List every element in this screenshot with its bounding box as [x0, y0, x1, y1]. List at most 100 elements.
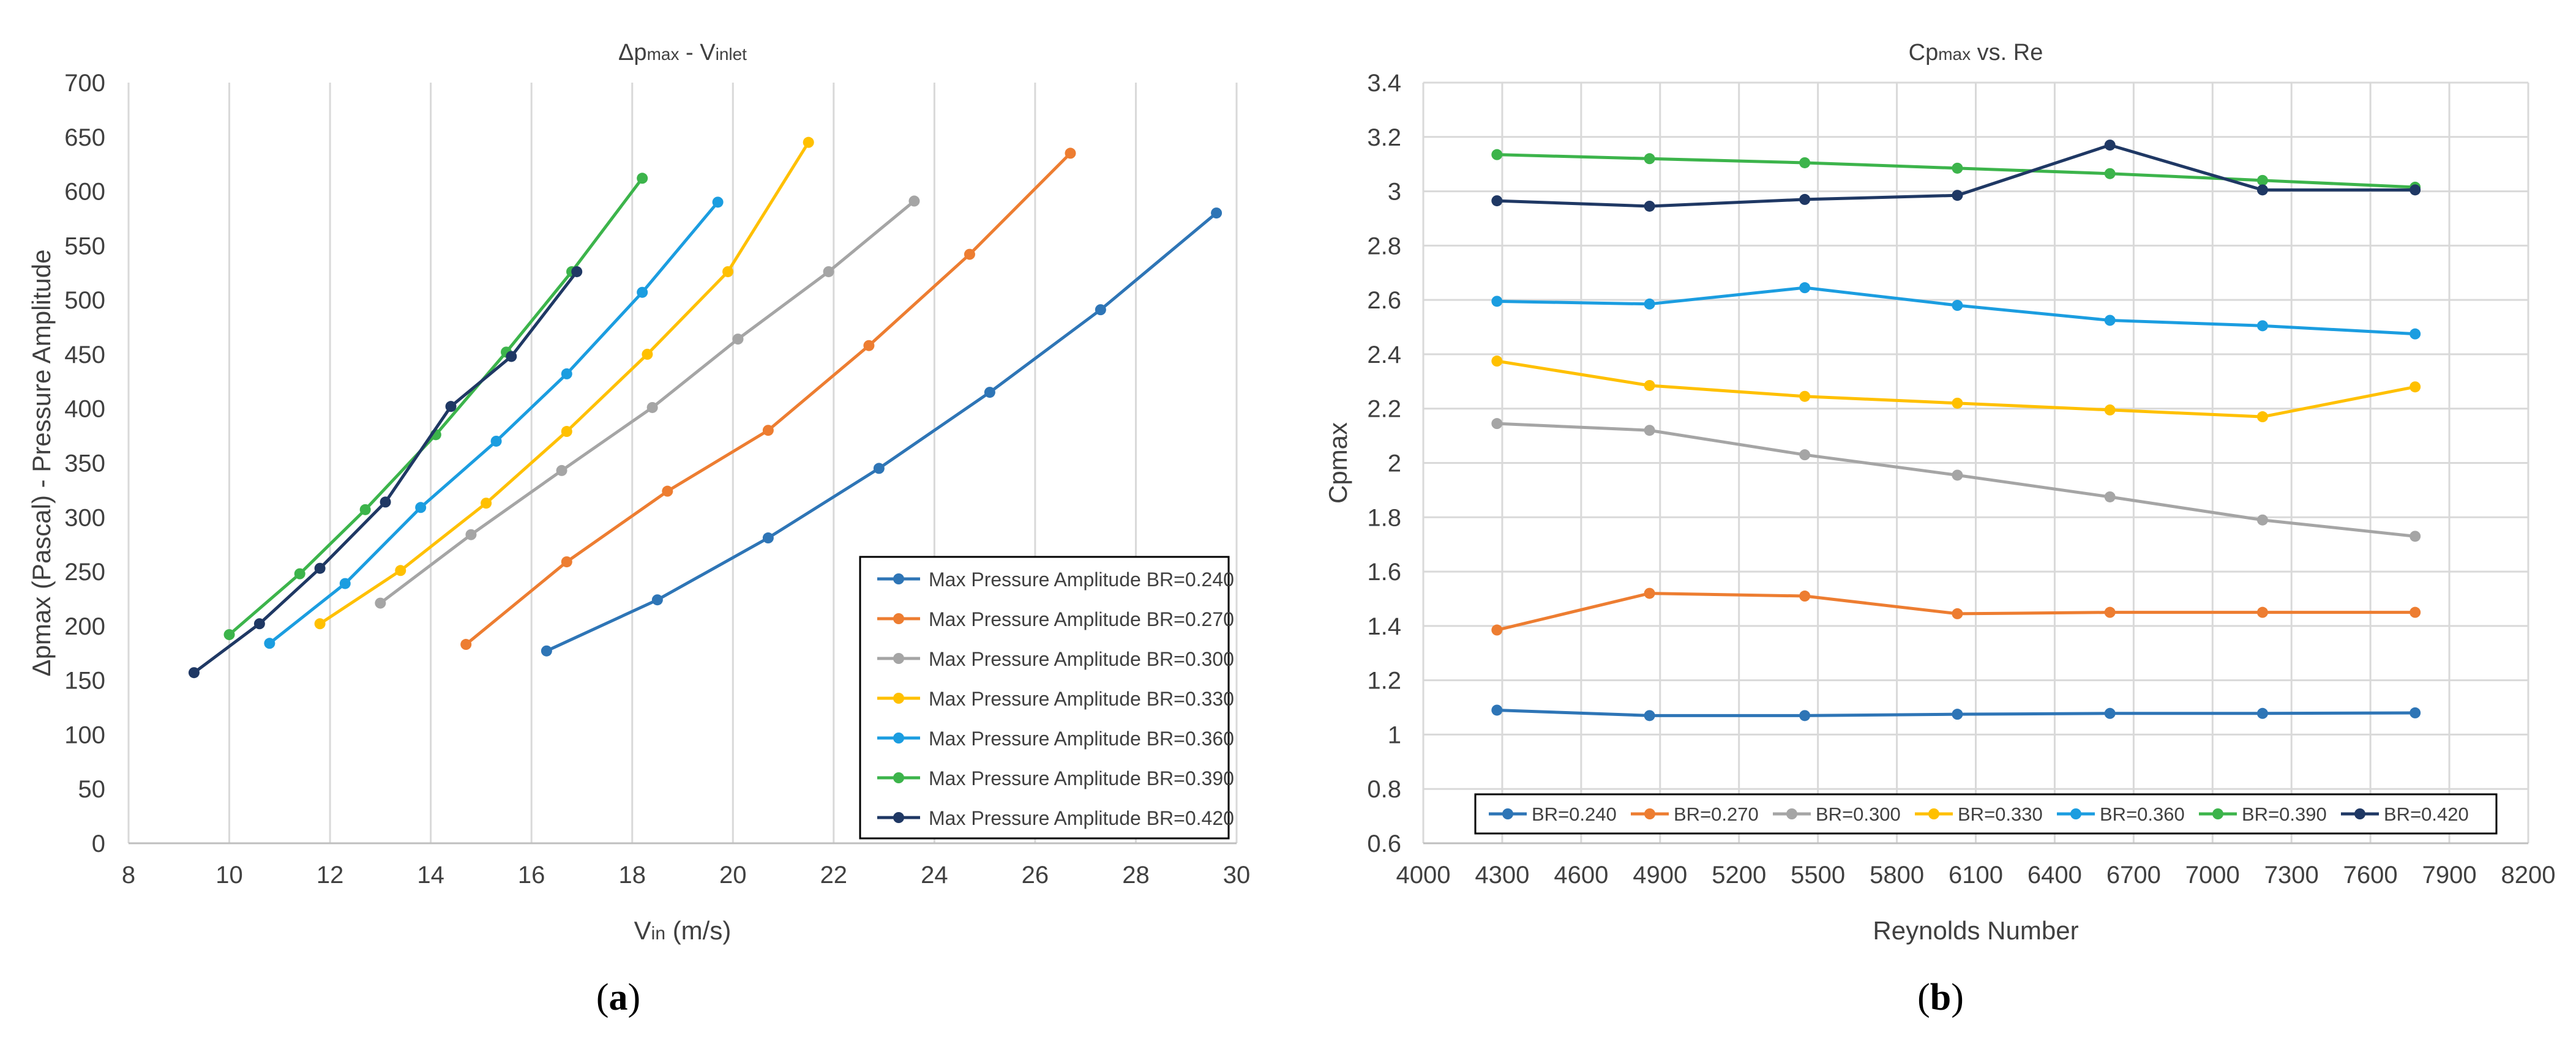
x-tick-label: 8 [122, 862, 135, 889]
x-tick-label: 8200 [2501, 862, 2556, 889]
series-line [1497, 286, 2416, 336]
x-tick-label: 4900 [1633, 862, 1687, 889]
y-axis-label: Cpmax [1324, 422, 1352, 504]
x-tick-label: 16 [518, 862, 545, 889]
data-point [1799, 591, 1811, 602]
y-tick-label: 550 [64, 233, 105, 259]
data-point [1952, 469, 1963, 481]
data-point [253, 618, 265, 630]
data-point [1491, 704, 1503, 716]
data-point [445, 401, 457, 412]
data-point [375, 597, 386, 609]
data-point [637, 286, 648, 298]
chart-title-main: Cp [1909, 40, 1939, 65]
chart-title-sub: inlet [716, 45, 747, 64]
data-point [2256, 411, 2268, 423]
y-tick-label: 1.6 [1367, 559, 1401, 586]
x-tick-label: 7900 [2422, 862, 2477, 889]
legend-marker [1928, 808, 1939, 819]
data-point [415, 502, 427, 513]
y-tick-label: 700 [64, 70, 105, 97]
data-point [964, 248, 975, 260]
legend-label: Max Pressure Amplitude BR=0.420 [929, 807, 1234, 829]
y-tick-label: 0 [92, 830, 105, 857]
data-point [823, 266, 834, 277]
legend-marker [893, 653, 904, 664]
data-point [561, 556, 572, 568]
data-point [2409, 707, 2421, 718]
series-line [319, 141, 810, 625]
data-point [490, 435, 502, 447]
y-tick-label: 2.6 [1367, 287, 1401, 314]
data-point [722, 266, 734, 277]
data-point [2409, 606, 2421, 618]
y-tick-label: 2 [1388, 450, 1401, 477]
data-point [314, 618, 326, 630]
data-point [1644, 298, 1655, 310]
x-tick-label: 6100 [1949, 862, 2003, 889]
data-point [642, 348, 653, 360]
legend-marker [893, 812, 904, 823]
data-point [1952, 300, 1963, 311]
data-point [712, 196, 724, 208]
x-tick-label: 4300 [1475, 862, 1529, 889]
data-point [2104, 168, 2116, 179]
y-tick-label: 0.8 [1367, 776, 1401, 803]
data-point [2256, 184, 2268, 196]
x-tick-label: 14 [417, 862, 444, 889]
y-axis-label: Δpmax (Pascal) - Pressure Amplitude [27, 250, 56, 677]
data-point [2104, 404, 2116, 416]
legend-marker [1786, 808, 1797, 819]
data-point [1952, 608, 1963, 619]
x-tick-label: 4600 [1554, 862, 1608, 889]
legend-label: Max Pressure Amplitude BR=0.240 [929, 569, 1234, 591]
y-tick-label: 400 [64, 396, 105, 423]
data-point [1491, 356, 1503, 367]
data-point [1644, 425, 1655, 436]
data-point [561, 426, 572, 438]
data-point [2104, 491, 2116, 502]
data-point [1644, 587, 1655, 599]
legend-marker [893, 772, 904, 783]
chart-title: Δpmax - Vinlet [618, 40, 747, 65]
data-point [1065, 147, 1076, 159]
chart-title-sub: max [1938, 45, 1971, 64]
data-point [1095, 304, 1106, 316]
data-point [339, 578, 351, 589]
legend-marker [1502, 808, 1513, 819]
legend-marker [893, 613, 904, 624]
legend-marker [1644, 808, 1655, 819]
data-point [2256, 174, 2268, 186]
data-point [984, 387, 995, 398]
legend-label: BR=0.390 [2242, 803, 2327, 825]
y-tick-label: 650 [64, 124, 105, 151]
data-point [571, 266, 583, 277]
data-point [314, 562, 326, 574]
data-point [481, 498, 492, 509]
y-tick-label: 300 [64, 504, 105, 531]
subfigure-label-a: (a) [596, 977, 641, 1018]
x-tick-label: 4000 [1396, 862, 1451, 889]
data-point [460, 639, 472, 651]
data-point [1799, 710, 1811, 721]
chart-title: Cpmax vs. Re [1909, 40, 2043, 65]
y-tick-label: 3 [1388, 179, 1401, 206]
legend-label: Max Pressure Amplitude BR=0.270 [929, 608, 1234, 630]
legend-marker [893, 733, 904, 744]
x-tick-label: 5800 [1870, 862, 1924, 889]
data-point [646, 401, 658, 413]
x-tick-label: 22 [820, 862, 848, 889]
y-tick-label: 2.2 [1367, 396, 1401, 423]
data-point [1952, 397, 1963, 409]
chart-b-cpmax-vs-re: 4000 4300 4600 4900 5200 5500 5800 6100 6400 6700… [1324, 40, 2555, 945]
legend-label: Max Pressure Amplitude BR=0.330 [929, 688, 1234, 710]
x-tick-label: 10 [215, 862, 243, 889]
data-point [380, 496, 391, 508]
data-point [637, 173, 648, 184]
x-tick-label: 12 [316, 862, 344, 889]
legend-label: Max Pressure Amplitude BR=0.360 [929, 728, 1234, 750]
x-tick-label: 7300 [2264, 862, 2319, 889]
legend-label: Max Pressure Amplitude BR=0.300 [929, 648, 1234, 670]
data-point [1952, 709, 1963, 720]
